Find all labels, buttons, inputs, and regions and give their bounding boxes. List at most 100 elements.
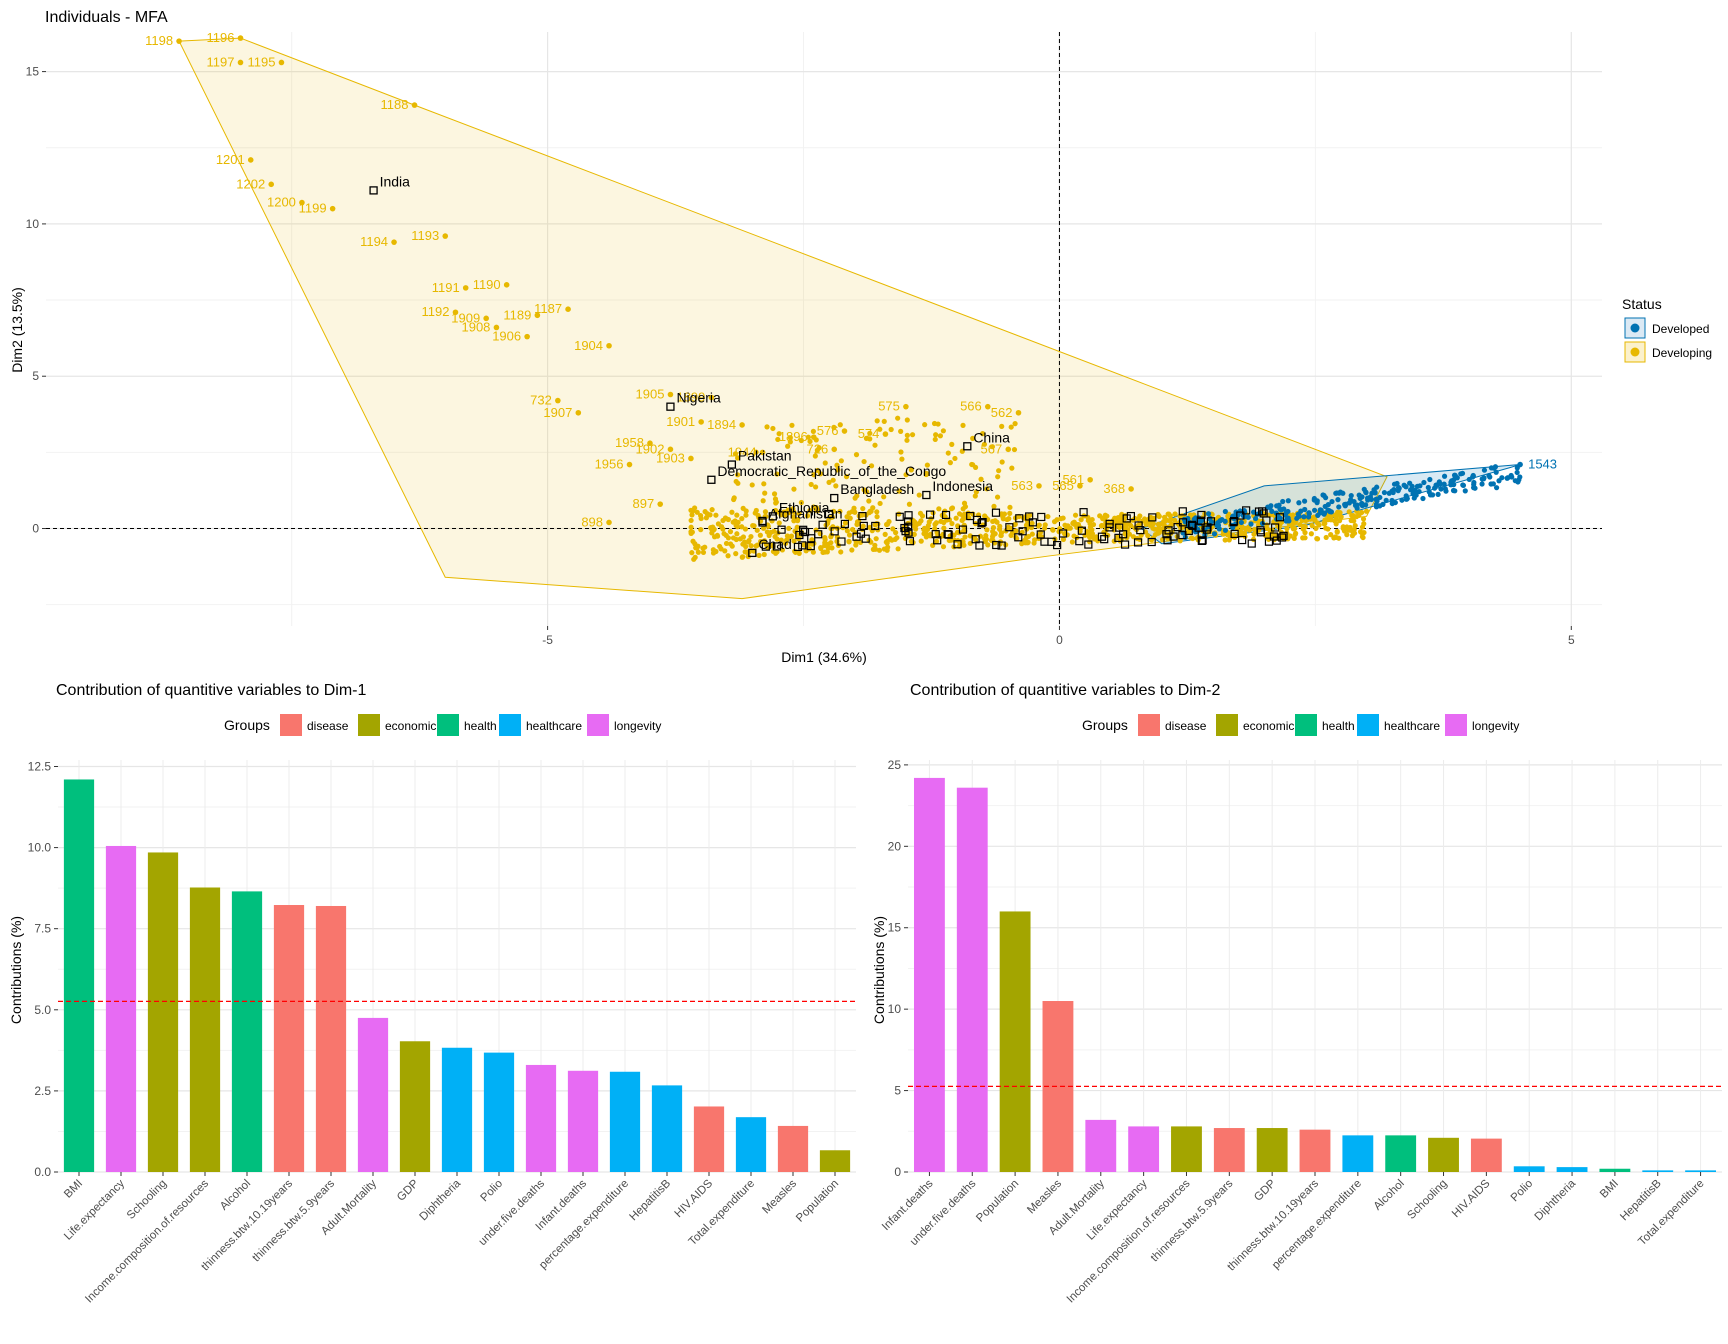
country-marker <box>830 493 839 503</box>
point-developed <box>1372 490 1378 496</box>
point-developing <box>1008 424 1014 430</box>
point-developing <box>810 428 816 434</box>
mfa-axes: -5 0 5 0 5 10 15 <box>26 65 1575 647</box>
point-label: 1194 <box>360 234 388 249</box>
country-marker <box>727 460 737 469</box>
supplementary-marker <box>1264 537 1274 546</box>
point-developing <box>884 540 890 546</box>
point-developing <box>762 490 768 496</box>
x-tick-label: percentage.expenditure <box>537 1178 631 1272</box>
x-tick-label: Schooling <box>1405 1178 1449 1222</box>
point-developing <box>881 494 887 500</box>
point-developing <box>864 489 870 495</box>
point-developing <box>740 554 746 560</box>
point-developing <box>779 547 786 553</box>
point-developed <box>1322 503 1328 510</box>
country-marker <box>768 512 777 521</box>
point-developing <box>1050 526 1056 533</box>
point-developing <box>898 428 904 434</box>
point-developing <box>1349 533 1356 539</box>
supplementary-marker <box>904 511 913 520</box>
point-developing <box>960 539 966 545</box>
supplementary-marker <box>1178 518 1188 527</box>
point-developing <box>952 455 958 462</box>
point-developed <box>1283 518 1289 524</box>
point-developing <box>998 532 1004 539</box>
point-developed <box>1248 521 1254 527</box>
mfa-title: Individuals - MFA <box>45 9 168 26</box>
supplementary-marker <box>772 542 782 551</box>
point-developing <box>847 515 853 521</box>
point-developing <box>776 520 782 526</box>
point-developing <box>1351 526 1357 533</box>
point-developing <box>1045 513 1051 520</box>
legend-key-disease <box>1138 714 1160 736</box>
point-developing <box>982 513 988 519</box>
point-developing <box>817 471 824 477</box>
point-developed <box>1399 497 1405 503</box>
point-developing <box>846 539 852 545</box>
supplementary-marker <box>1279 531 1288 540</box>
point-developing <box>794 524 800 530</box>
point-developing <box>835 467 841 473</box>
dim2-contribution-panel: Contribution of quantitive variables to … <box>871 682 1722 1305</box>
supplementary-marker <box>931 530 940 539</box>
point-label: 1899 <box>676 390 705 405</box>
point-developing <box>945 450 951 456</box>
point-developed <box>1427 476 1433 483</box>
point-developing <box>1363 508 1370 514</box>
supplementary-marker <box>997 541 1006 550</box>
legend-label-developed: Developed <box>1652 322 1709 336</box>
point-developed <box>1410 491 1416 497</box>
point-developing <box>1346 509 1352 515</box>
point-developing <box>949 506 955 512</box>
point-developing <box>810 549 816 555</box>
point-developed <box>1470 472 1476 479</box>
point-developed <box>1281 506 1287 512</box>
country-marker <box>369 186 378 195</box>
point-developing <box>723 540 730 547</box>
supplementary-marker <box>798 541 807 550</box>
labeled-point <box>534 312 541 319</box>
bar-disease <box>1213 1128 1245 1172</box>
bar-healthcare <box>441 1047 473 1172</box>
point-developing <box>972 493 978 499</box>
point-developing <box>1220 531 1226 537</box>
labeled-point <box>882 431 889 437</box>
point-developing <box>734 531 740 537</box>
point-developing <box>1300 535 1306 541</box>
point-developing <box>761 538 768 544</box>
point-developed <box>1435 491 1441 497</box>
status-legend-title: Status <box>1622 296 1662 312</box>
point-developed <box>1441 481 1447 487</box>
point-developing <box>1172 517 1178 523</box>
supplementary-marker <box>1194 523 1203 532</box>
point-developing <box>999 459 1005 465</box>
legend-label-healthcare: healthcare <box>1384 719 1440 733</box>
point-developing <box>779 510 785 516</box>
point-developed <box>1222 527 1229 533</box>
point-developed <box>1365 497 1371 503</box>
supplementary-marker <box>971 535 980 544</box>
supplementary-marker <box>895 512 904 521</box>
point-developing <box>727 529 734 535</box>
supplementary-marker <box>941 510 951 520</box>
point-developed <box>1298 508 1304 514</box>
point-developing <box>867 436 873 442</box>
point-developing <box>688 524 694 530</box>
supplementary-marker <box>1178 507 1187 516</box>
mfa-y-tick-label: 10 <box>26 217 40 231</box>
bar-economic <box>1428 1137 1459 1172</box>
point-developed <box>1490 481 1496 487</box>
point-developing <box>688 530 694 536</box>
point-developing <box>999 423 1005 429</box>
point-developing <box>694 545 700 551</box>
point-developing <box>853 452 860 458</box>
point-developing <box>773 500 779 506</box>
point-developing <box>1285 536 1291 542</box>
point-developing <box>868 463 875 469</box>
point-label: 368 <box>1103 481 1125 496</box>
point-developing <box>888 426 894 433</box>
labeled-point <box>810 434 817 440</box>
mfa-x-tick-label: 5 <box>1568 633 1575 647</box>
